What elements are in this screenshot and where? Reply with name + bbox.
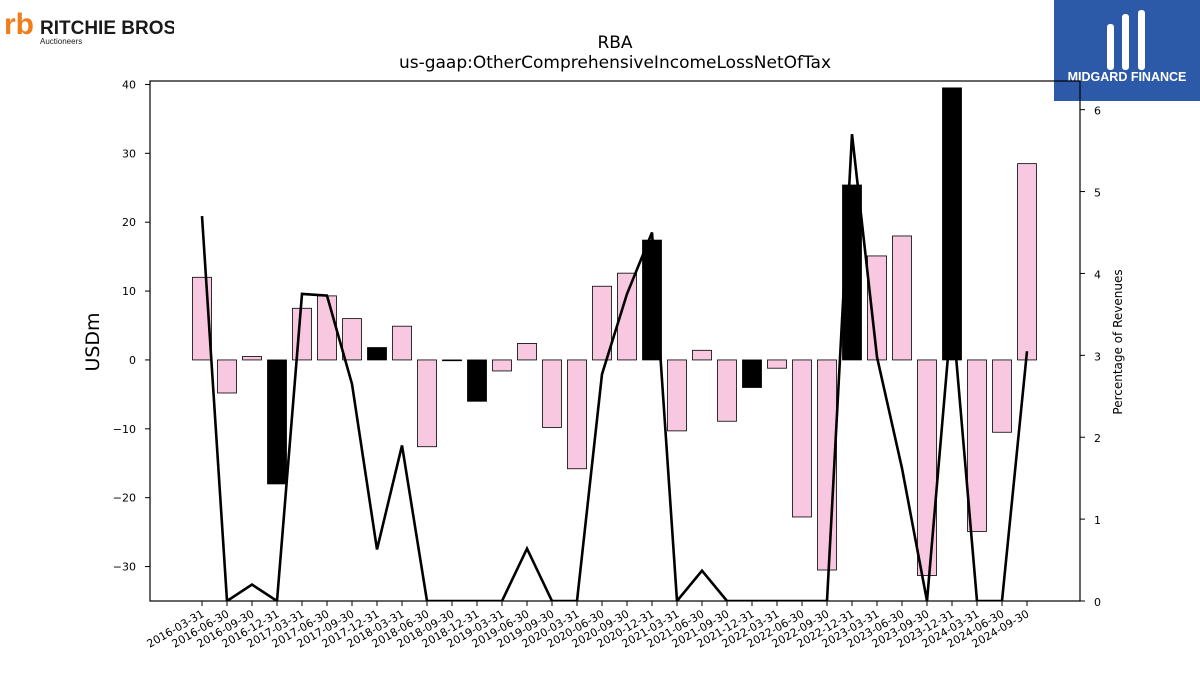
bar (892, 235, 912, 361)
y2-tick-label: 5 (1094, 187, 1101, 200)
bar (767, 359, 787, 369)
y-tick-label: 20 (122, 216, 136, 229)
bar (592, 285, 612, 361)
ritchie-sub: Auctioneers (40, 37, 82, 46)
rb-mark: rb (4, 8, 34, 41)
bar (617, 272, 637, 361)
plot-frame (149, 80, 1081, 602)
bar (217, 359, 237, 394)
y2-axis-label: Percentage of Revenues (1111, 269, 1125, 414)
bar (717, 359, 737, 422)
y-tick-label: 30 (122, 147, 136, 160)
bar (1017, 163, 1037, 361)
bar (542, 359, 562, 428)
y-tick-label: 10 (122, 285, 136, 298)
bar (792, 359, 812, 518)
y-axis-label: USDm (82, 312, 104, 371)
midgard-mark-right (1138, 10, 1145, 70)
bar (942, 87, 962, 361)
midgard-finance-logo: MIDGARD FINANCE (1054, 0, 1200, 101)
bar (692, 349, 712, 361)
plot-area: 403020100−10−20−3001234562016-03-312016-… (113, 78, 1101, 650)
bar (992, 359, 1012, 433)
y2-tick-label: 6 (1094, 105, 1101, 118)
bar (967, 359, 987, 532)
ritchie-brand: RITCHIE BROS. (40, 18, 174, 39)
bar (417, 359, 437, 448)
bar (667, 359, 687, 432)
y2-tick-label: 3 (1094, 350, 1101, 363)
bar (742, 359, 762, 388)
chart-subtitle: us-gaap:OtherComprehensiveIncomeLossNetO… (399, 53, 831, 73)
bar (342, 318, 362, 361)
y2-tick-label: 1 (1094, 514, 1101, 527)
y2-tick-label: 2 (1094, 432, 1101, 445)
chart-title: RBA (597, 33, 632, 53)
bar (442, 359, 462, 362)
y-tick-label: 40 (122, 78, 136, 91)
midgard-brand: MIDGARD FINANCE (1068, 70, 1187, 84)
midgard-mark-mid (1122, 14, 1129, 70)
bar (492, 359, 512, 372)
bar (267, 359, 287, 485)
y-tick-label: 0 (129, 354, 136, 367)
y-tick-label: −20 (113, 492, 136, 505)
bar (567, 359, 587, 470)
bar (917, 359, 937, 576)
revenue-pct-line (200, 134, 1029, 601)
ritchie-bros-logo: rb RITCHIE BROS. Auctioneers (4, 4, 181, 48)
y-tick-label: −10 (113, 423, 136, 436)
y2-tick-label: 4 (1094, 268, 1101, 281)
y-tick-label: −30 (113, 561, 136, 574)
midgard-mark-left (1107, 24, 1114, 70)
bar (317, 295, 337, 361)
bar (392, 325, 412, 361)
bar (367, 347, 387, 361)
y2-tick-label: 0 (1094, 596, 1101, 609)
bar (517, 343, 537, 361)
bar (242, 356, 262, 361)
bar (467, 359, 487, 402)
bar (292, 307, 312, 361)
